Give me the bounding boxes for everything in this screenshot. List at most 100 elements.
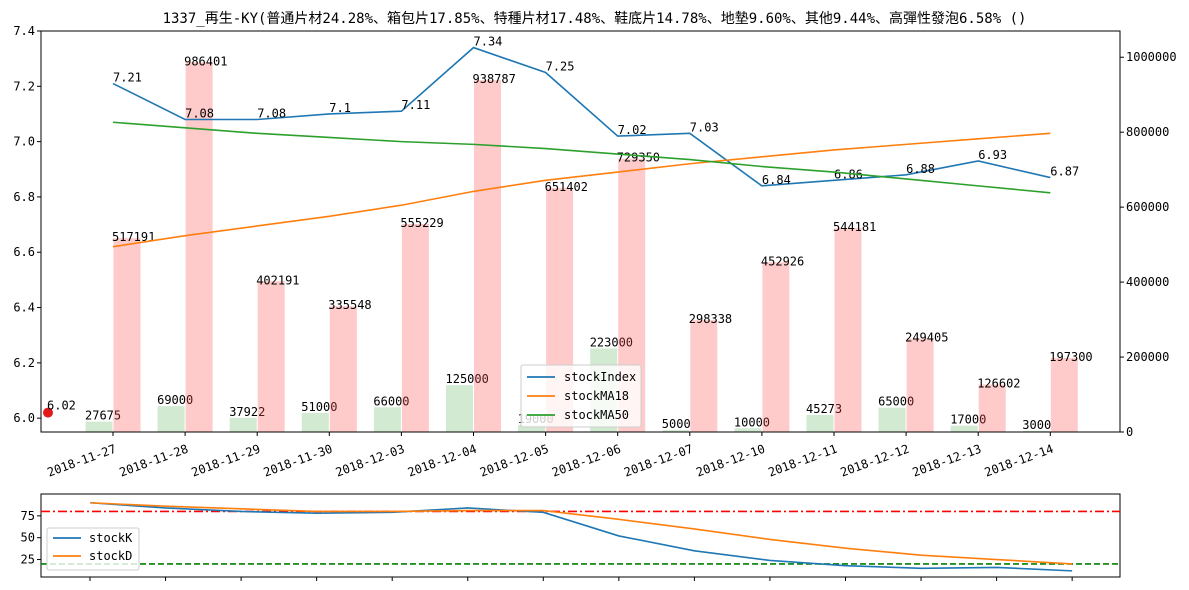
y-tick-label-right: 600000 <box>1126 200 1169 214</box>
volume-bar-green <box>1022 430 1050 432</box>
kd-legend-label-stockK: stockK <box>89 531 133 545</box>
x-tick-label: 2018-12-05 <box>478 442 551 480</box>
volume-bar-red <box>257 281 285 432</box>
x-tick-label: 2018-12-14 <box>983 442 1056 480</box>
x-tick-label: 2018-12-07 <box>622 442 695 480</box>
y-tick-label-left: 7.2 <box>13 79 35 93</box>
volume-bar-red <box>401 223 429 432</box>
price-label: 7.02 <box>618 123 647 137</box>
series-line-stockIndex <box>112 46 1051 187</box>
price-label: 6.84 <box>762 173 791 187</box>
kd-y-tick-label: 75 <box>21 509 35 523</box>
volume-bar-green <box>301 412 329 432</box>
volume-label-green: 69000 <box>157 393 193 407</box>
price-label: 7.03 <box>690 120 719 134</box>
volume-bar-red <box>906 338 934 432</box>
price-label: 7.34 <box>474 35 503 49</box>
volume-bar-green <box>950 425 978 432</box>
x-tick-label: 2018-12-06 <box>550 442 623 480</box>
volume-label-green: 3000 <box>1022 418 1051 432</box>
kd-plot-frame <box>40 493 1121 578</box>
chart-title: 1337_再生-KY(普通片材24.28%、箱包片17.85%、特種片材17.4… <box>162 11 1027 27</box>
price-label: 7.25 <box>546 59 575 73</box>
y-tick-label-right: 200000 <box>1126 350 1169 364</box>
volume-label-red: 452926 <box>761 254 804 268</box>
kd-line-stockK <box>89 501 1073 572</box>
volume-label-green: 17000 <box>950 413 986 427</box>
volume-label-green: 27675 <box>85 409 121 423</box>
volume-bar-green <box>734 428 762 432</box>
x-tick-label: 2018-12-10 <box>694 442 767 480</box>
volume-bar-green <box>878 407 906 432</box>
price-label: 6.86 <box>834 167 863 181</box>
volume-bar-red <box>762 262 790 432</box>
volume-label-red: 938787 <box>473 72 516 86</box>
x-tick-label: 2018-11-30 <box>262 442 335 480</box>
volume-bar-green <box>229 417 257 432</box>
y-tick-label-left: 7.0 <box>13 135 35 149</box>
kd-y-tick-label: 25 <box>21 553 35 567</box>
volume-bar-green <box>157 406 185 432</box>
volume-label-green: 223000 <box>590 335 633 349</box>
price-label: 7.11 <box>401 98 430 112</box>
volume-label-green: 51000 <box>301 400 337 414</box>
x-tick-label: 2018-12-11 <box>766 442 839 480</box>
volume-label-red: 651402 <box>545 180 588 194</box>
volume-label-red: 986401 <box>184 54 227 68</box>
volume-label-green: 5000 <box>662 417 691 431</box>
volume-bar-red <box>978 384 1006 432</box>
volume-bar-green <box>806 415 834 432</box>
legend-label-stockMA50: stockMA50 <box>564 408 629 422</box>
y-tick-label-right: 1000000 <box>1126 50 1177 64</box>
volume-label-green: 65000 <box>878 395 914 409</box>
series-line-stockMA18 <box>112 132 1051 248</box>
volume-label-red: 402191 <box>256 273 299 287</box>
y-tick-label-right: 800000 <box>1126 125 1169 139</box>
volume-label-green: 45273 <box>806 402 842 416</box>
series-line-stockMA50 <box>112 121 1051 194</box>
x-tick-label: 2018-12-03 <box>334 442 407 480</box>
y-tick-label-left: 6.0 <box>13 411 35 425</box>
volume-label-red: 729350 <box>617 151 660 165</box>
volume-label-red: 517191 <box>112 230 155 244</box>
kd-y-tick-label: 50 <box>21 531 35 545</box>
y-tick-label-right: 0 <box>1126 425 1133 439</box>
price-label: 7.08 <box>185 106 214 120</box>
volume-bar-green <box>446 385 473 432</box>
legend-label-stockMA18: stockMA18 <box>564 389 629 403</box>
price-label: 7.21 <box>113 71 142 85</box>
price-label: 7.1 <box>329 101 351 115</box>
price-label: 6.93 <box>978 148 1007 162</box>
volume-label-red: 555229 <box>400 216 443 230</box>
kd-legend-label-stockD: stockD <box>89 549 132 563</box>
price-marker <box>43 407 53 418</box>
y-tick-label-left: 6.4 <box>13 301 35 315</box>
x-tick-label: 2018-11-27 <box>45 442 118 480</box>
volume-bar-red <box>690 320 718 432</box>
volume-bar-green <box>662 430 690 432</box>
marker-label: 6.02 <box>47 399 76 413</box>
main-plot-frame <box>40 30 1121 433</box>
volume-bar-red <box>329 306 357 432</box>
x-tick-label: 2018-12-12 <box>838 442 911 480</box>
volume-bar-green <box>85 421 113 432</box>
main-legend <box>520 364 642 428</box>
y-tick-label-left: 6.2 <box>13 356 35 370</box>
x-tick-label: 2018-11-29 <box>190 442 263 480</box>
volume-label-red: 126602 <box>977 377 1020 391</box>
kd-line-stockD <box>89 501 1073 565</box>
volume-label-green: 37922 <box>229 405 265 419</box>
price-label: 6.88 <box>906 162 935 176</box>
volume-label-red: 335548 <box>328 298 371 312</box>
volume-bar-red <box>113 238 141 432</box>
y-tick-label-left: 7.4 <box>13 24 35 38</box>
x-tick-label: 2018-12-13 <box>911 442 984 480</box>
x-tick-label: 2018-11-28 <box>117 442 190 480</box>
volume-bar-red <box>1050 358 1078 432</box>
volume-label-red: 544181 <box>833 220 876 234</box>
price-label: 7.08 <box>257 106 286 120</box>
x-tick-label: 2018-12-04 <box>406 442 479 480</box>
y-tick-label-left: 6.6 <box>13 245 35 259</box>
